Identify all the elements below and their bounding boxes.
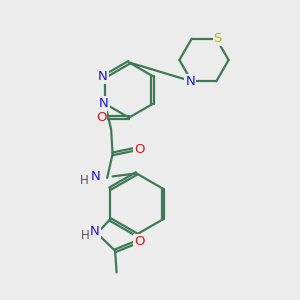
Text: N: N [90,225,100,238]
Text: N: N [91,170,101,183]
Text: O: O [134,143,145,156]
Text: H: H [81,229,89,242]
Text: O: O [134,235,144,248]
Text: S: S [214,32,222,45]
Text: H: H [80,174,89,188]
Text: O: O [96,111,106,124]
Text: N: N [98,70,108,83]
Text: N: N [99,97,109,110]
Text: N: N [185,75,195,88]
